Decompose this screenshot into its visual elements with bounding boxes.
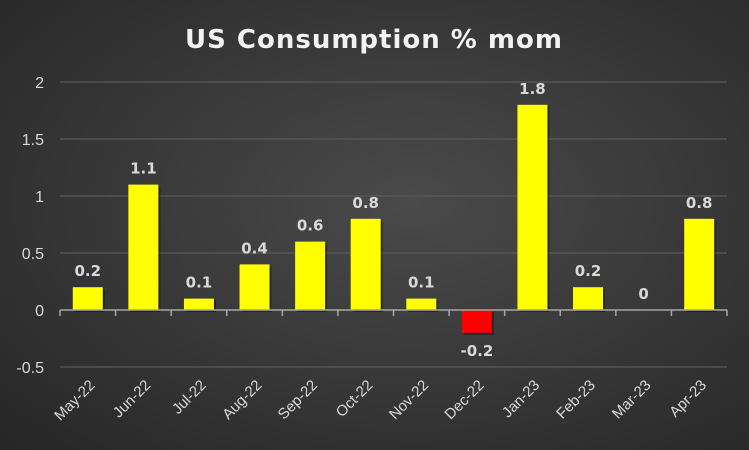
x-tick-label: Sep-22 <box>275 377 321 423</box>
x-tick-label: Jul-22 <box>169 377 210 418</box>
x-tick-label: Jun-22 <box>110 377 154 421</box>
x-tick-label: Apr-23 <box>666 377 710 421</box>
data-label: 0.2 <box>75 262 102 280</box>
data-label: 0.1 <box>408 274 435 292</box>
x-tick-label: Nov-22 <box>386 377 432 423</box>
x-axis <box>59 309 728 316</box>
y-tick-label: 0 <box>35 303 44 320</box>
x-tick-label: Feb-23 <box>553 377 599 423</box>
data-label: 0.4 <box>241 239 268 257</box>
bars <box>72 104 717 335</box>
bar-jan-23 <box>517 104 548 310</box>
data-label: 0 <box>638 285 648 303</box>
bar-dec-22 <box>461 310 492 333</box>
bar-aug-22 <box>239 264 270 310</box>
gridlines <box>60 81 727 368</box>
data-label: -0.2 <box>460 342 493 360</box>
x-tick-label: Oct-22 <box>333 377 377 421</box>
y-tick-label: 1 <box>35 189 44 206</box>
bar-jun-22 <box>128 184 159 310</box>
data-label: 0.1 <box>186 274 213 292</box>
data-labels: 0.2 1.1 0.1 0.4 0.6 0.8 0.1 -0.2 1.8 0.2 0 0.8 <box>75 80 713 360</box>
bar-may-22 <box>72 287 103 310</box>
x-axis-ticks: May-22 Jun-22 Jul-22 Aug-22 Sep-22 Oct-22 Nov-… <box>51 377 710 424</box>
bar-apr-23 <box>684 218 715 310</box>
y-tick-label: 1.5 <box>22 132 44 149</box>
y-tick-label: -0.5 <box>16 360 44 377</box>
bar-sep-22 <box>295 241 326 310</box>
x-tick-label: Dec-22 <box>441 377 487 423</box>
data-label: 1.8 <box>519 80 546 98</box>
bar-jul-22 <box>183 298 214 310</box>
data-label: 0.8 <box>686 194 713 212</box>
x-tick-label: Jan-23 <box>499 377 543 421</box>
bar-oct-22 <box>350 218 381 310</box>
data-label: 0.2 <box>575 262 602 280</box>
x-tick-label: Aug-22 <box>219 377 265 423</box>
y-tick-label: 2 <box>35 75 44 92</box>
data-label: 0.6 <box>297 217 324 235</box>
data-label: 1.1 <box>130 160 157 178</box>
y-tick-label: 0.5 <box>22 246 44 263</box>
y-axis-ticks: -0.5 0 0.5 1 1.5 2 <box>16 75 44 377</box>
x-tick-label: May-22 <box>51 377 98 424</box>
bar-feb-23 <box>573 287 604 310</box>
x-tick-label: Mar-23 <box>609 377 655 423</box>
chart-title: US Consumption % mom <box>185 25 563 55</box>
data-label: 0.8 <box>352 194 379 212</box>
bar-nov-22 <box>406 298 437 310</box>
